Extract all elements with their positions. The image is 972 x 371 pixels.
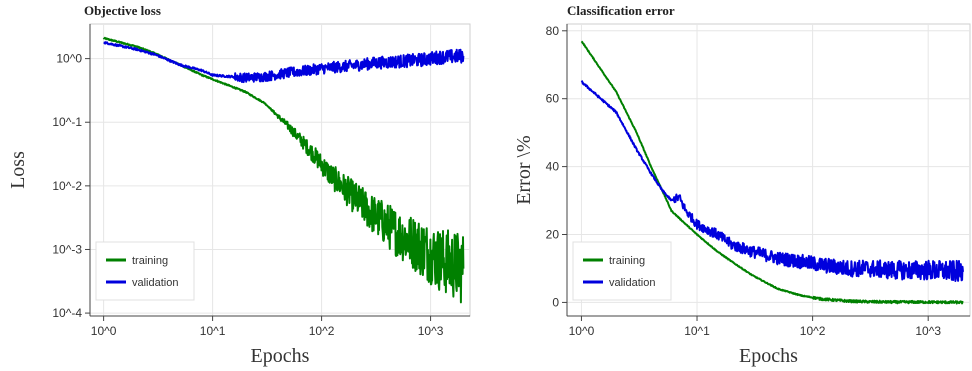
x-tick-label: 10^2 <box>800 324 826 338</box>
x-axis-label: Epochs <box>739 345 798 367</box>
chart-title: Classification error <box>567 3 675 18</box>
x-tick-label: 10^1 <box>684 324 710 338</box>
y-tick-label: 10^-2 <box>52 179 82 193</box>
legend-label-training: training <box>609 255 645 267</box>
y-tick-label: 10^0 <box>56 52 82 66</box>
y-tick-label: 10^-1 <box>52 115 82 129</box>
legend-label-training: training <box>132 255 168 267</box>
y-tick-label: 10^-4 <box>52 306 82 320</box>
series-line-validation <box>580 80 964 282</box>
y-tick-label: 80 <box>546 24 560 38</box>
legend <box>95 241 195 301</box>
x-tick-label: 10^3 <box>418 324 444 338</box>
objective-loss-panel: 10^0 10^1 10^2 10^3 10^0 10^-1 10^-2 10^-3 10^-4… <box>7 3 471 367</box>
legend-label-validation: validation <box>609 277 655 289</box>
x-tick-label: 10^2 <box>309 324 335 338</box>
y-axis-label: Loss <box>7 151 29 189</box>
x-tick-label: 10^0 <box>91 324 117 338</box>
series-line-validation <box>103 41 465 84</box>
legend-label-validation: validation <box>132 277 178 289</box>
y-tick-label: 0 <box>552 295 559 309</box>
x-axis-label: Epochs <box>251 345 310 367</box>
y-tick-label: 20 <box>546 228 560 242</box>
y-tick-label: 40 <box>546 160 560 174</box>
series-line-training <box>580 40 964 305</box>
y-axis-label: Error \% <box>513 135 535 204</box>
chart-title: Objective loss <box>84 3 161 18</box>
y-tick-label: 60 <box>546 92 560 106</box>
x-tick-label: 10^1 <box>200 324 226 338</box>
x-tick-label: 10^0 <box>569 324 595 338</box>
x-tick-label: 10^3 <box>915 324 941 338</box>
legend <box>572 241 672 301</box>
y-tick-label: 10^-3 <box>52 242 82 256</box>
classification-error-panel: 10^0 10^1 10^2 10^3 0 20 40 60 80 Classification … <box>513 3 971 367</box>
